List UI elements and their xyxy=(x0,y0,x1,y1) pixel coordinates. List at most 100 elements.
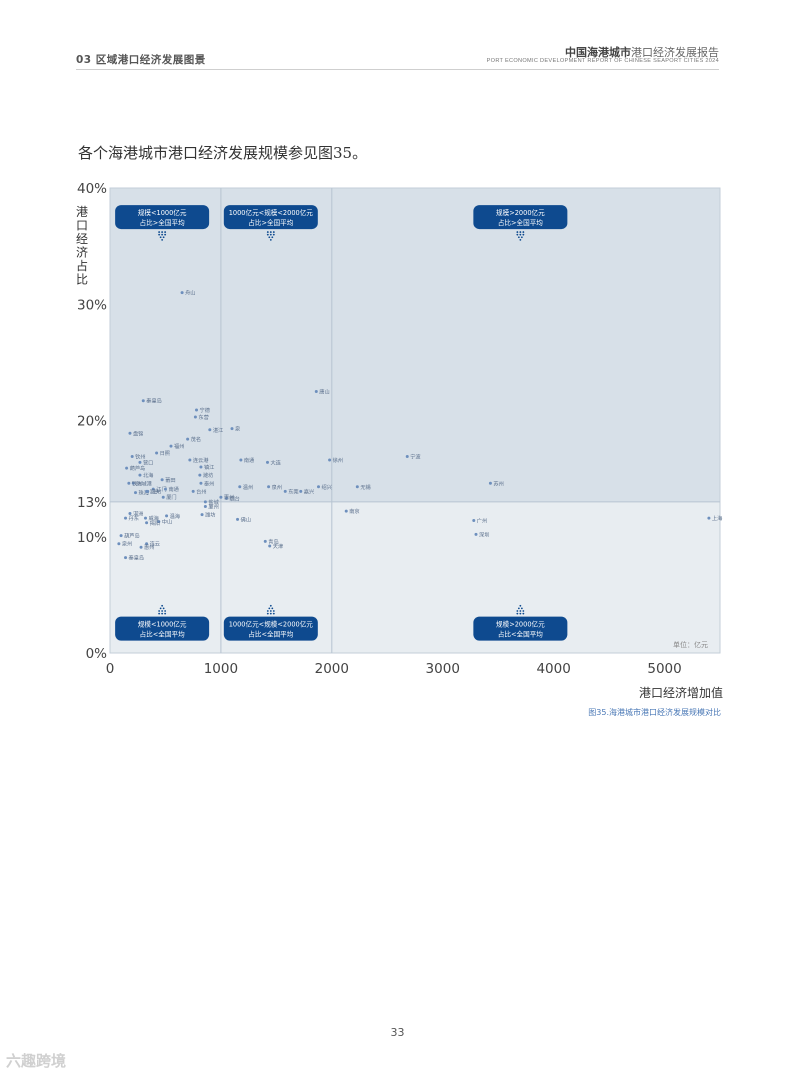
arrow-dot xyxy=(269,238,272,241)
data-point xyxy=(125,466,129,470)
data-point xyxy=(283,489,287,493)
arrow-dot xyxy=(164,231,167,233)
x-tick-label: 1000 xyxy=(204,661,238,677)
point-label: 南京 xyxy=(349,507,359,515)
arrow-dot xyxy=(519,612,522,615)
data-point xyxy=(186,437,190,441)
arrow-dot xyxy=(519,238,522,241)
badge-line-1: 规模>2000亿元 xyxy=(496,208,545,217)
data-point xyxy=(131,481,135,485)
arrow-dot xyxy=(269,231,272,233)
x-axis-label: 港口经济增加值 xyxy=(639,685,723,700)
arrow-down-icon xyxy=(266,231,275,241)
point-label: 大连 xyxy=(270,458,281,466)
arrow-dot xyxy=(517,607,520,610)
point-label: 漳州 xyxy=(151,487,161,495)
badge-line-2: 占比>全国平均 xyxy=(140,218,185,227)
point-label: 日照 xyxy=(160,450,170,457)
data-point xyxy=(138,473,142,477)
point-label: 舟山 xyxy=(185,289,195,297)
data-point xyxy=(344,509,348,513)
quadrant-high-small xyxy=(110,188,221,502)
data-point xyxy=(199,465,203,469)
y-tick-label: 20% xyxy=(77,414,107,430)
point-label: 莆田 xyxy=(165,476,175,484)
point-label: 深圳 xyxy=(479,530,489,538)
data-point xyxy=(139,545,143,549)
data-point xyxy=(195,408,199,412)
arrow-dot xyxy=(268,236,271,239)
data-point xyxy=(488,481,492,485)
watermark-logo: 六趣跨境 xyxy=(6,1052,67,1070)
point-label: 东莞 xyxy=(288,487,298,495)
data-point xyxy=(165,514,169,518)
report-title-en: PORT ECONOMIC DEVELOPMENT REPORT OF CHIN… xyxy=(486,58,719,64)
plot-frame xyxy=(109,187,721,654)
data-point xyxy=(265,460,269,464)
point-label: 连云港 xyxy=(193,456,209,464)
data-point xyxy=(268,544,272,548)
x-tick-label: 3000 xyxy=(426,661,460,677)
data-point xyxy=(119,534,123,538)
data-point xyxy=(405,455,409,459)
arrow-down-icon xyxy=(516,231,525,241)
x-tick-label: 5000 xyxy=(647,661,681,677)
point-label: 泉州 xyxy=(272,483,282,491)
data-point xyxy=(155,451,159,455)
point-label: 泉州 xyxy=(122,540,132,548)
arrow-dot xyxy=(266,610,269,612)
arrow-dot xyxy=(272,610,275,612)
arrow-up-icon xyxy=(516,604,525,615)
axes: 0 1000 2000 3000 4000 5000 40% 30% 20% 13% 10% 0% xyxy=(77,181,682,677)
data-point xyxy=(299,489,303,493)
arrow-dot xyxy=(269,604,272,607)
arrow-dot xyxy=(269,233,272,236)
point-label: 盘锦 xyxy=(133,429,143,437)
y-tick-label: 13% xyxy=(77,495,107,511)
arrow-dot xyxy=(272,231,275,233)
arrow-dot xyxy=(272,233,275,236)
data-point xyxy=(180,291,184,295)
arrow-dot xyxy=(266,231,269,233)
point-label: 泉 xyxy=(235,425,241,433)
point-label: 中山 xyxy=(162,518,172,526)
arrow-dot xyxy=(158,612,161,615)
point-label: 厦州 xyxy=(208,504,218,511)
data-point xyxy=(128,431,132,435)
figure-caption: 图35.海港城市港口经济发展规模对比 xyxy=(588,708,721,717)
arrow-dot xyxy=(271,236,274,239)
arrow-dot xyxy=(516,231,519,233)
arrow-dot xyxy=(516,233,519,236)
data-point xyxy=(128,512,132,515)
point-label: 佛山 xyxy=(241,515,251,523)
x-tick-label: 0 xyxy=(106,661,115,677)
arrow-dot xyxy=(266,612,269,615)
intro-paragraph: 各个海港城市港口经济发展规模参见图35。 xyxy=(78,144,368,162)
unit-note: 单位：亿元 xyxy=(673,640,708,649)
arrow-dot xyxy=(158,233,161,236)
arrow-dot xyxy=(519,604,522,607)
point-label: 丹东 xyxy=(129,514,139,522)
badge-line-1: 规模<1000亿元 xyxy=(138,620,187,629)
data-point xyxy=(198,473,202,477)
x-tick-label: 2000 xyxy=(315,661,349,677)
arrow-down-icon xyxy=(158,231,167,241)
arrow-dot xyxy=(266,233,269,236)
data-point xyxy=(267,485,271,489)
y-axis-label: 港口经济占比 xyxy=(76,205,88,287)
data-point xyxy=(141,399,145,403)
point-label: 镇江 xyxy=(204,463,214,471)
arrow-dot xyxy=(522,610,525,612)
data-point xyxy=(145,542,149,546)
point-label: 唐山 xyxy=(319,387,329,395)
point-label: 钦州 xyxy=(135,453,145,461)
data-point xyxy=(317,485,321,489)
data-point xyxy=(193,415,197,419)
point-label: 南通 xyxy=(168,485,179,493)
threshold-lines xyxy=(109,187,721,654)
point-label: 温州 xyxy=(243,483,253,491)
quadrant-high-mid xyxy=(220,188,332,502)
point-label: 无锡 xyxy=(360,483,370,491)
